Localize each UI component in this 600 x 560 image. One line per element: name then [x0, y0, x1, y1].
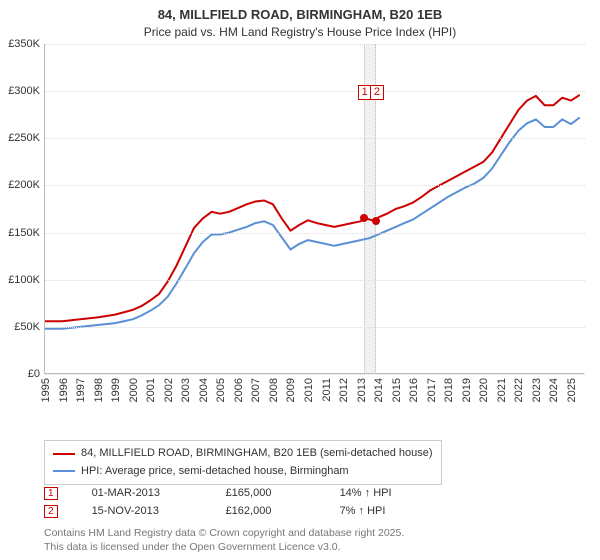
- x-tick-label: 1997: [75, 378, 87, 402]
- x-tick-label: 2007: [250, 378, 262, 402]
- sale-marker-box: 2: [370, 85, 384, 100]
- x-tick-label: 2002: [163, 378, 175, 402]
- legend-row: HPI: Average price, semi-detached house,…: [53, 463, 433, 481]
- sale-dot-icon: [360, 214, 368, 222]
- plot-frame: 12: [44, 44, 584, 374]
- sales-table: 1 01-MAR-2013 £165,000 14% ↑ HPI 2 15-NO…: [44, 484, 392, 520]
- sale-marker-icon: 2: [44, 505, 58, 518]
- x-tick-label: 1995: [40, 378, 52, 402]
- x-tick-label: 2020: [478, 378, 490, 402]
- series-layer: [45, 44, 585, 374]
- gridline: [45, 44, 585, 45]
- y-tick-label: £250K: [0, 132, 40, 144]
- x-tick-label: 2009: [285, 378, 297, 402]
- chart-title: 84, MILLFIELD ROAD, BIRMINGHAM, B20 1EB …: [0, 0, 600, 40]
- x-tick-label: 2025: [566, 378, 578, 402]
- gridline: [45, 138, 585, 139]
- x-tick-label: 2011: [321, 378, 333, 402]
- gridline: [45, 280, 585, 281]
- credits-line: This data is licensed under the Open Gov…: [44, 540, 404, 554]
- sale-row: 1 01-MAR-2013 £165,000 14% ↑ HPI: [44, 484, 392, 502]
- gridline: [45, 374, 585, 375]
- series-line: [45, 95, 580, 321]
- x-tick-label: 2022: [513, 378, 525, 402]
- sale-date: 15-NOV-2013: [92, 505, 192, 517]
- chart-container: 84, MILLFIELD ROAD, BIRMINGHAM, B20 1EB …: [0, 0, 600, 560]
- sale-dot-icon: [372, 217, 380, 225]
- x-tick-label: 2021: [496, 378, 508, 402]
- y-tick-label: £350K: [0, 38, 40, 50]
- x-tick-label: 2004: [198, 378, 210, 402]
- x-tick-label: 2001: [145, 378, 157, 402]
- sale-row: 2 15-NOV-2013 £162,000 7% ↑ HPI: [44, 502, 392, 520]
- title-subtitle: Price paid vs. HM Land Registry's House …: [0, 24, 600, 40]
- y-tick-label: £150K: [0, 227, 40, 239]
- x-tick-label: 2010: [303, 378, 315, 402]
- x-tick-label: 2024: [548, 378, 560, 402]
- x-tick-label: 2017: [426, 378, 438, 402]
- legend-swatch: [53, 470, 75, 472]
- y-tick-label: £0: [0, 368, 40, 380]
- x-tick-label: 1996: [58, 378, 70, 402]
- x-tick-label: 2005: [215, 378, 227, 402]
- series-line: [45, 118, 580, 329]
- sale-delta: 14% ↑ HPI: [340, 487, 392, 499]
- x-tick-label: 2015: [391, 378, 403, 402]
- x-tick-label: 2000: [128, 378, 140, 402]
- y-tick-label: £300K: [0, 85, 40, 97]
- title-address: 84, MILLFIELD ROAD, BIRMINGHAM, B20 1EB: [0, 6, 600, 24]
- y-tick-label: £50K: [0, 321, 40, 333]
- x-tick-label: 2003: [180, 378, 192, 402]
- sale-marker-icon: 1: [44, 487, 58, 500]
- legend-swatch: [53, 453, 75, 455]
- plot-area: 12 £0£50K£100K£150K£200K£250K£300K£350K1…: [44, 44, 584, 400]
- x-tick-label: 2023: [531, 378, 543, 402]
- x-tick-label: 2012: [338, 378, 350, 402]
- x-tick-label: 1998: [93, 378, 105, 402]
- x-tick-label: 2014: [373, 378, 385, 402]
- x-tick-label: 2016: [408, 378, 420, 402]
- x-tick-label: 2019: [461, 378, 473, 402]
- sale-price: £162,000: [226, 505, 306, 517]
- sale-delta: 7% ↑ HPI: [340, 505, 386, 517]
- sale-date: 01-MAR-2013: [92, 487, 192, 499]
- sale-price: £165,000: [226, 487, 306, 499]
- gridline: [45, 233, 585, 234]
- gridline: [45, 185, 585, 186]
- y-tick-label: £200K: [0, 179, 40, 191]
- legend-row: 84, MILLFIELD ROAD, BIRMINGHAM, B20 1EB …: [53, 445, 433, 463]
- credits: Contains HM Land Registry data © Crown c…: [44, 526, 404, 554]
- gridline: [45, 327, 585, 328]
- legend-label: HPI: Average price, semi-detached house,…: [81, 463, 349, 481]
- x-tick-label: 2013: [356, 378, 368, 402]
- x-tick-label: 1999: [110, 378, 122, 402]
- gridline: [45, 91, 585, 92]
- x-tick-label: 2006: [233, 378, 245, 402]
- legend-label: 84, MILLFIELD ROAD, BIRMINGHAM, B20 1EB …: [81, 445, 433, 463]
- x-tick-label: 2018: [443, 378, 455, 402]
- credits-line: Contains HM Land Registry data © Crown c…: [44, 526, 404, 540]
- y-tick-label: £100K: [0, 274, 40, 286]
- x-tick-label: 2008: [268, 378, 280, 402]
- legend: 84, MILLFIELD ROAD, BIRMINGHAM, B20 1EB …: [44, 440, 442, 485]
